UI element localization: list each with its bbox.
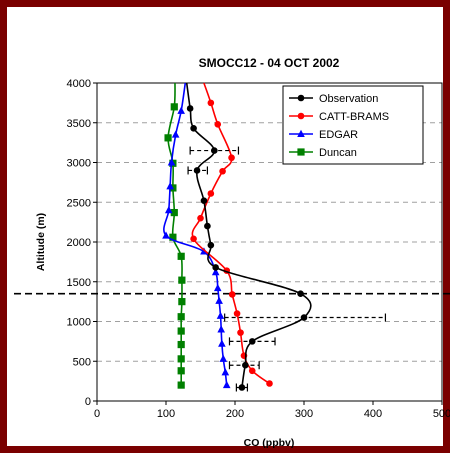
point-edgar-4: [217, 325, 225, 333]
legend-marker-edgar: [297, 129, 305, 137]
point-duncan-0: [177, 381, 185, 389]
series-edgar: [162, 82, 231, 389]
point-duncan-10: [170, 208, 178, 217]
point-catt-brams-10: [219, 167, 226, 175]
point-duncan-6: [178, 298, 186, 306]
point-catt-brams-0: [266, 380, 273, 387]
co-altitude-chart: SMOCC12 - 04 OCT 2002 050010001500200025…: [14, 56, 450, 449]
x-axis-label: CO (ppbv): [244, 437, 295, 449]
point-catt-brams-8: [197, 214, 204, 222]
chart-title: SMOCC12 - 04 OCT 2002: [199, 56, 340, 70]
x-tick-label-400: 400: [364, 408, 382, 420]
y-tick-label-500: 500: [73, 356, 91, 368]
legend-label-catt-brams: CATT-BRAMS: [319, 111, 389, 123]
point-observation-4: [297, 290, 304, 297]
point-edgar-10: [162, 231, 170, 239]
legend-marker-catt-brams: [297, 112, 305, 120]
point-edgar-8: [211, 268, 220, 276]
point-observation-8: [200, 197, 208, 204]
point-observation-0: [238, 384, 246, 391]
point-duncan-2: [177, 355, 185, 363]
point-catt-brams-3: [237, 329, 244, 336]
legend-box: [282, 85, 424, 165]
point-catt-brams-7: [190, 235, 197, 243]
point-edgar-9: [200, 247, 208, 255]
point-edgar-14: [171, 130, 180, 138]
point-duncan-14: [170, 103, 178, 111]
point-duncan-8: [177, 252, 185, 260]
y-tick-label-0: 0: [85, 396, 91, 408]
point-catt-brams-13: [207, 99, 215, 107]
y-tick-label-3000: 3000: [67, 158, 91, 170]
point-duncan-3: [177, 340, 185, 349]
point-duncan-13: [164, 134, 172, 142]
point-observation-5: [212, 264, 219, 271]
x-tick-label-200: 200: [226, 408, 244, 420]
point-edgar-5: [216, 311, 225, 319]
series-observation: [185, 82, 387, 392]
point-observation-6: [207, 241, 215, 249]
point-observation-7: [204, 222, 211, 230]
legend-label-observation: Observation: [319, 93, 378, 105]
point-edgar-0: [222, 380, 231, 389]
point-observation-12: [186, 105, 194, 112]
x-tick-label-300: 300: [295, 408, 313, 420]
point-edgar-1: [221, 368, 230, 376]
legend-marker-observation: [297, 94, 305, 102]
point-catt-brams-5: [228, 291, 236, 298]
y-tick-label-2000: 2000: [67, 237, 91, 249]
legend-label-edgar: EDGAR: [319, 129, 358, 141]
x-tick-label-100: 100: [157, 408, 175, 420]
y-tick-label-1500: 1500: [67, 277, 91, 289]
point-edgar-7: [213, 283, 222, 292]
point-edgar-15: [177, 106, 185, 114]
y-tick-label-2500: 2500: [67, 197, 91, 209]
y-tick-label-1000: 1000: [67, 317, 91, 329]
series-line-observation: [185, 82, 312, 388]
series-line-duncan: [167, 82, 183, 386]
legend-label-duncan: Duncan: [319, 147, 357, 159]
point-observation-11: [190, 125, 197, 132]
point-edgar-2: [219, 354, 228, 362]
point-edgar-12: [166, 182, 174, 190]
legend-marker-duncan: [297, 148, 305, 156]
point-edgar-11: [164, 206, 173, 214]
x-tick-label-0: 0: [94, 408, 100, 420]
point-catt-brams-9: [207, 190, 215, 197]
point-duncan-9: [169, 233, 177, 241]
point-duncan-4: [177, 327, 185, 335]
point-duncan-7: [178, 276, 186, 284]
y-tick-label-4000: 4000: [67, 78, 91, 90]
x-tick-label-500: 500: [433, 408, 450, 420]
y-tick-label-3500: 3500: [67, 118, 91, 130]
point-edgar-6: [215, 296, 223, 304]
point-catt-brams-12: [214, 121, 222, 128]
legend: Observation CATT-BRAMS EDGAR Duncan: [282, 85, 424, 165]
point-catt-brams-4: [233, 310, 241, 317]
point-duncan-1: [177, 367, 185, 375]
point-edgar-3: [218, 339, 226, 347]
point-edgar-13: [167, 158, 176, 166]
point-catt-brams-11: [228, 154, 235, 162]
y-axis-label: Altitude (m): [35, 213, 47, 271]
point-catt-brams-1: [248, 367, 256, 375]
point-duncan-5: [177, 313, 185, 321]
